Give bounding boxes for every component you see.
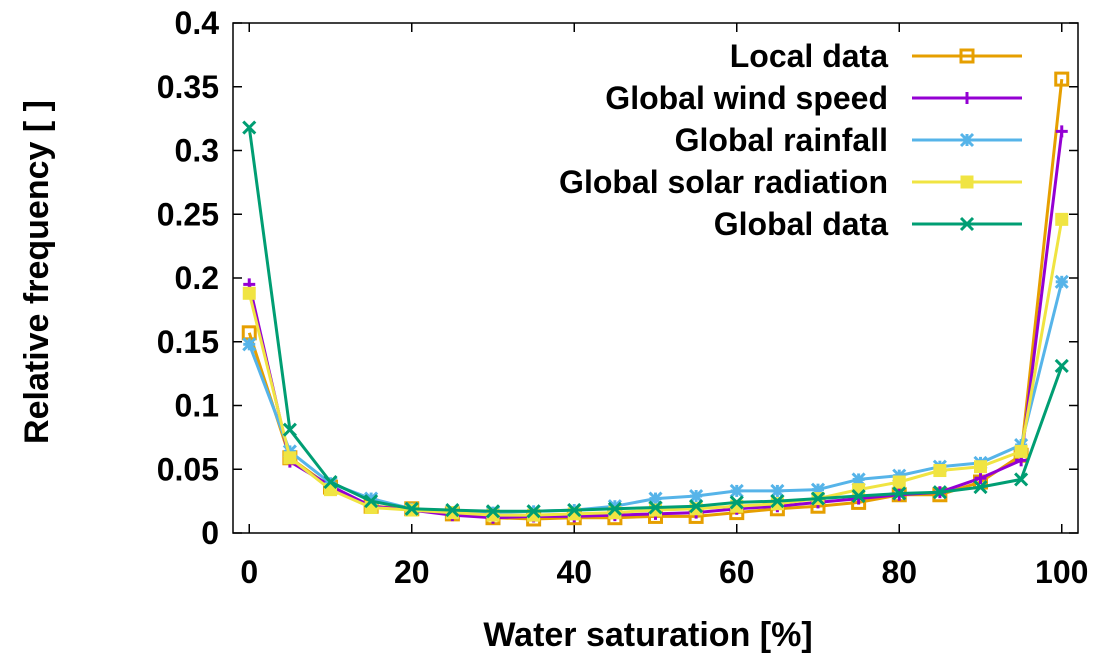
y-tick-label: 0.4 [175,5,220,41]
legend-marker [959,48,975,64]
data-point [932,485,947,500]
series-4 [242,120,1069,519]
series-group [241,71,1070,527]
data-point [689,488,704,504]
data-point [729,495,744,510]
y-axis-label: Relative frequency [ ] [18,100,56,444]
legend-marker [959,216,975,232]
data-point [323,474,338,490]
data-point [445,502,460,518]
legend-label: Global solar radiation [559,164,888,200]
y-tick-label: 0.05 [157,451,219,487]
data-point [607,501,622,516]
data-point [567,502,582,518]
x-tick-label: 40 [556,554,592,590]
legend-entry: Global wind speed [605,80,1022,116]
axes: 0 20 40 60 80 100 0 0.05 0.1 0.15 0.2 0.25 0.3 0.35 0.… [157,5,1089,590]
y-tick-label: 0.1 [175,388,219,424]
x-tick-label: 0 [240,554,258,590]
data-point [283,451,297,465]
x-tick-label: 80 [881,554,917,590]
data-point [1055,212,1069,226]
data-point [974,472,987,485]
data-point [851,488,866,504]
data-point [1014,472,1029,487]
legend-label: Global wind speed [605,80,888,116]
data-point [729,483,744,498]
legend-label: Global data [714,206,888,242]
legend-entry: Global rainfall [675,122,1022,158]
data-point [242,120,257,135]
legend-entry: Global solar radiation [559,164,1022,200]
data-point [974,460,987,474]
data-point [364,494,379,509]
legend-marker [960,175,974,189]
data-point [689,499,704,514]
data-point [1054,71,1070,87]
series-2 [242,274,1069,520]
y-tick-label: 0.3 [175,133,219,169]
data-point [526,504,541,519]
legend-label: Local data [730,38,888,74]
data-point [242,286,256,300]
legend: Local data Global wind speed Global rainfa… [559,38,1022,242]
data-point [770,483,785,498]
data-point [810,491,826,506]
legend-marker [961,92,973,104]
y-tick-label: 0.2 [175,260,219,296]
data-point [1055,125,1068,138]
data-point [973,480,988,495]
data-point [1014,444,1028,458]
data-point [1054,358,1069,374]
y-tick-label: 0.15 [157,324,219,360]
data-point [1054,274,1069,289]
data-point [892,475,906,489]
data-point [404,501,419,516]
data-point [485,504,501,519]
y-tick-label: 0 [201,515,219,551]
y-tick-label: 0.35 [157,69,219,105]
series-3 [242,212,1069,522]
data-point [282,422,297,437]
series-line [247,281,1064,515]
series-line [247,78,1064,521]
legend-entry: Global data [714,206,1022,242]
x-tick-label: 100 [1035,554,1088,590]
data-point [892,486,907,501]
legend-entry: Local data [730,38,1022,74]
y-tick-label: 0.25 [157,196,219,232]
data-point [933,464,947,478]
legend-marker [959,132,975,148]
data-point [770,494,785,509]
data-point [648,500,663,515]
data-point [242,337,257,352]
legend-label: Global rainfall [675,122,888,158]
x-tick-label: 60 [719,554,755,590]
x-axis-label: Water saturation [%] [483,616,812,654]
x-tick-label: 20 [394,554,430,590]
